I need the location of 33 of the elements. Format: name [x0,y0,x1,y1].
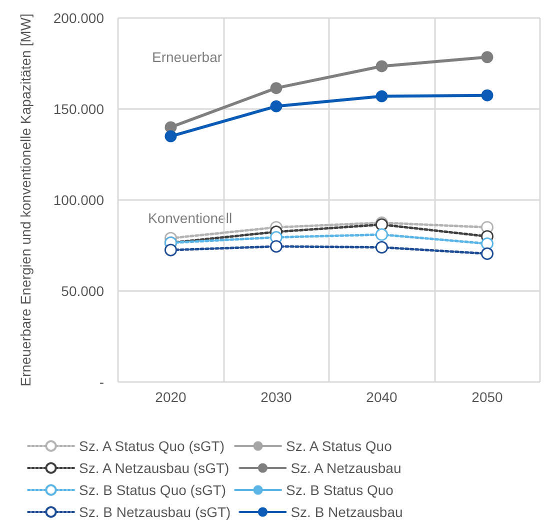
legend-label: Sz. B Status Quo [286,482,394,498]
x-tick-label: 2050 [472,389,504,405]
legend-label: Sz. A Netzausbau [290,460,402,476]
point [481,247,494,260]
point [481,51,494,64]
y-tick-label: 150.000 [53,101,104,117]
x-tick-label: 2030 [260,389,292,405]
point [376,90,388,102]
legend-label: Sz. B Netzausbau (sGT) [79,504,231,520]
point [481,89,494,102]
legend-label: Sz. A Netzausbau (sGT) [79,460,230,476]
y-tick-label: 200.000 [53,10,104,26]
y-axis-title: Erneuerbare Energien und konventionelle Kapazitäten [MW] [18,14,34,386]
legend-label: Sz. A Status Quo [286,438,392,454]
y-tick-label: 100.000 [53,192,104,208]
point [481,237,494,250]
point [376,228,388,241]
legend-label: Sz. A Status Quo (sGT) [79,438,224,454]
legend-label: Sz. B Status Quo (sGT) [79,482,226,498]
annotation: Konventionell [148,210,232,226]
x-tick-label: 2020 [155,389,187,405]
x-tick-label: 2040 [366,389,398,405]
point [270,82,282,94]
y-tick-label: - [99,374,104,390]
legend-label: Sz. B Netzausbau [290,504,403,520]
annotation: Erneuerbar [152,49,222,65]
point [270,240,282,253]
point [164,244,177,256]
y-tick-label: 50.000 [61,283,104,299]
point [270,100,282,112]
point [376,60,388,72]
point [164,130,177,142]
point [376,241,388,254]
